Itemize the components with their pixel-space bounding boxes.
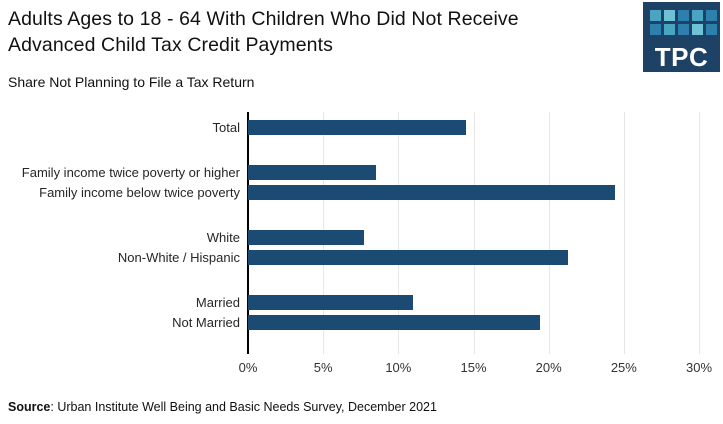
logo-square xyxy=(650,24,661,35)
tpc-logo-text: TPC xyxy=(654,42,709,72)
gridline xyxy=(699,112,700,354)
logo-square xyxy=(678,10,689,21)
chart-title-line-1: Adults Ages to 18 - 64 With Children Who… xyxy=(8,8,519,30)
category-label: Non-White / Hispanic xyxy=(117,250,240,265)
tpc-logo-squares xyxy=(650,10,717,35)
logo-square xyxy=(692,10,703,21)
x-tick-label: 15% xyxy=(460,360,487,375)
gridline xyxy=(623,112,625,354)
x-tick-label: 30% xyxy=(685,360,713,375)
gridline xyxy=(398,112,400,354)
source-label: Source xyxy=(8,400,51,414)
category-label: Family income below twice poverty xyxy=(39,185,240,200)
bar xyxy=(248,230,364,245)
logo-square xyxy=(664,10,675,21)
category-label: Total xyxy=(212,120,240,135)
tpc-logo: TPC xyxy=(643,2,720,72)
chart-title: Adults Ages to 18 - 64 With Children Who… xyxy=(8,6,608,58)
gridline xyxy=(473,112,475,354)
logo-square xyxy=(706,24,717,35)
chart-subtitle: Share Not Planning to File a Tax Return xyxy=(8,74,255,90)
logo-square xyxy=(650,10,661,21)
x-tick-label: 25% xyxy=(610,360,637,375)
source-note: Source: Urban Institute Well Being and B… xyxy=(8,400,437,414)
category-label: Not Married xyxy=(172,315,240,330)
bar xyxy=(248,295,414,310)
x-tick-label: 10% xyxy=(385,360,412,375)
bar xyxy=(248,185,615,200)
bar xyxy=(248,250,569,265)
category-label: Family income twice poverty or higher xyxy=(21,165,240,180)
logo-square xyxy=(706,10,717,21)
x-tick-label: 20% xyxy=(535,360,562,375)
x-tick-label: 0% xyxy=(238,360,258,375)
bar xyxy=(248,165,376,180)
chart-title-line-2: Advanced Child Tax Credit Payments xyxy=(8,34,333,56)
logo-square xyxy=(664,24,675,35)
gridline xyxy=(548,112,550,354)
logo-square xyxy=(678,24,689,35)
source-text: : Urban Institute Well Being and Basic N… xyxy=(50,400,437,414)
category-label: White xyxy=(206,230,240,245)
logo-square xyxy=(692,24,703,35)
plot-area: 0% 5% 10% 15% 20% 25% 30% Total Family income tw… xyxy=(0,112,723,402)
bar xyxy=(248,120,466,135)
bar xyxy=(248,315,540,330)
category-label: Married xyxy=(195,295,240,310)
x-tick-label: 5% xyxy=(313,360,333,375)
